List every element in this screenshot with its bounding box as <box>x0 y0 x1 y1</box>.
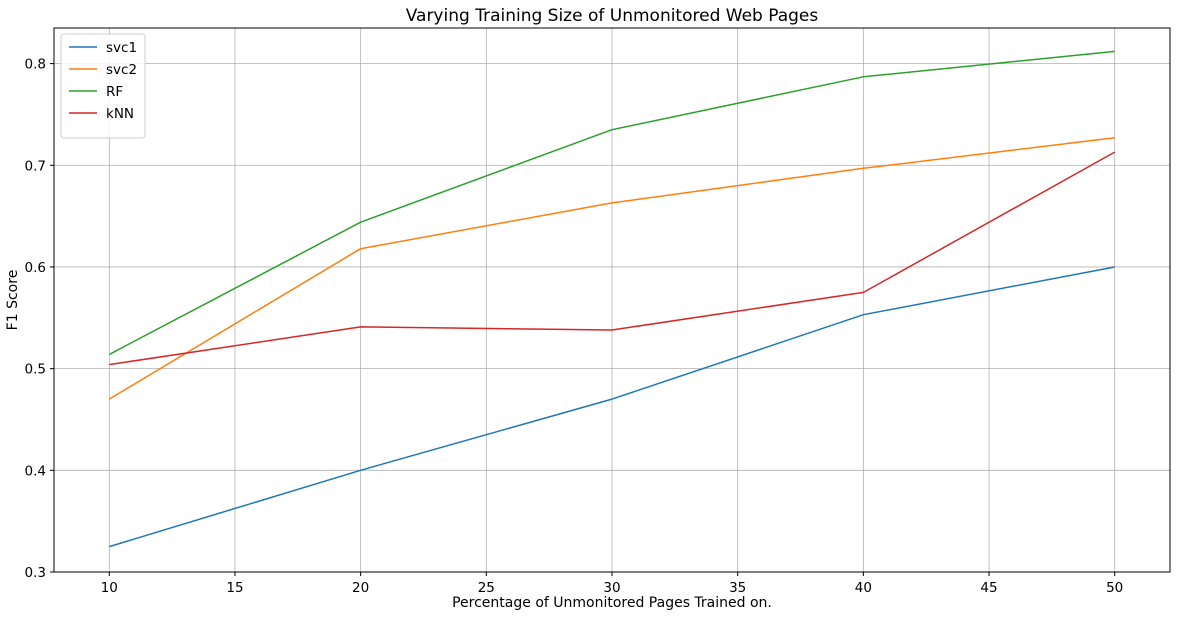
x-axis-label: Percentage of Unmonitored Pages Trained … <box>452 595 772 611</box>
x-tick-label: 15 <box>226 580 243 596</box>
grid <box>54 28 1170 573</box>
series-line-knn <box>109 151 1116 366</box>
x-tick-label: 45 <box>980 580 997 596</box>
x-tick-label: 10 <box>101 580 118 596</box>
series-line-svc1 <box>109 266 1115 548</box>
axis-ticks: 10 15 20 25 30 35 40 45 50 0.3 0.4 0.5 0.6 0.7 0.8 <box>25 57 1124 596</box>
legend-box <box>60 33 146 139</box>
y-tick-label: 0.4 <box>25 463 46 479</box>
legend-label-svc1: svc1 <box>106 40 137 56</box>
legend-label-rf: RF <box>106 84 123 100</box>
series-line-svc2 <box>108 137 1115 400</box>
y-tick-label: 0.3 <box>25 565 46 581</box>
x-tick-label: 50 <box>1106 580 1123 596</box>
series-line-rf <box>108 50 1115 356</box>
series-lines <box>108 50 1116 548</box>
legend-label-knn: kNN <box>106 106 134 122</box>
x-tick-label: 20 <box>352 580 369 596</box>
y-axis-label: F1 Score <box>5 270 21 331</box>
x-tick-label: 35 <box>729 580 746 596</box>
y-tick-label: 0.7 <box>25 158 46 174</box>
legend-label-svc2: svc2 <box>106 62 137 78</box>
y-tick-label: 0.6 <box>25 260 46 276</box>
x-tick-label: 40 <box>855 580 872 596</box>
chart-title: Varying Training Size of Unmonitored Web… <box>406 6 819 26</box>
x-tick-label: 30 <box>603 580 620 596</box>
x-tick-label: 25 <box>478 580 495 596</box>
y-tick-label: 0.5 <box>25 362 46 378</box>
y-tick-label: 0.8 <box>25 57 46 73</box>
legend: svc1 svc2 RF kNN <box>60 33 146 139</box>
